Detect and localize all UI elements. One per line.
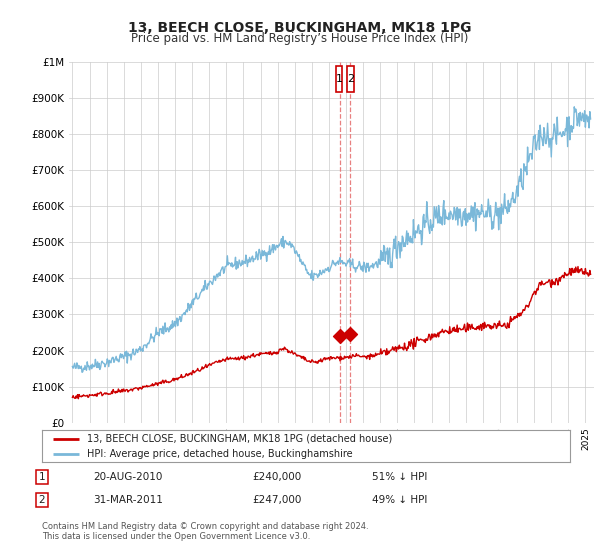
Text: 1: 1: [38, 472, 46, 482]
Text: 2: 2: [38, 495, 46, 505]
Text: 49% ↓ HPI: 49% ↓ HPI: [372, 495, 427, 505]
Point: [335, 332, 344, 340]
Text: 1: 1: [335, 74, 343, 85]
Text: £240,000: £240,000: [252, 472, 301, 482]
Text: 13, BEECH CLOSE, BUCKINGHAM, MK18 1PG (detached house): 13, BEECH CLOSE, BUCKINGHAM, MK18 1PG (d…: [87, 433, 392, 444]
Text: Price paid vs. HM Land Registry’s House Price Index (HPI): Price paid vs. HM Land Registry’s House …: [131, 32, 469, 45]
Text: 31-MAR-2011: 31-MAR-2011: [93, 495, 163, 505]
Point: [346, 329, 355, 338]
FancyBboxPatch shape: [336, 66, 343, 92]
Text: HPI: Average price, detached house, Buckinghamshire: HPI: Average price, detached house, Buck…: [87, 449, 353, 459]
Text: 20-AUG-2010: 20-AUG-2010: [93, 472, 163, 482]
Text: 2: 2: [347, 74, 354, 85]
Text: £247,000: £247,000: [252, 495, 301, 505]
Text: 51% ↓ HPI: 51% ↓ HPI: [372, 472, 427, 482]
FancyBboxPatch shape: [347, 66, 354, 92]
Text: 13, BEECH CLOSE, BUCKINGHAM, MK18 1PG: 13, BEECH CLOSE, BUCKINGHAM, MK18 1PG: [128, 21, 472, 35]
Text: Contains HM Land Registry data © Crown copyright and database right 2024.
This d: Contains HM Land Registry data © Crown c…: [42, 522, 368, 542]
